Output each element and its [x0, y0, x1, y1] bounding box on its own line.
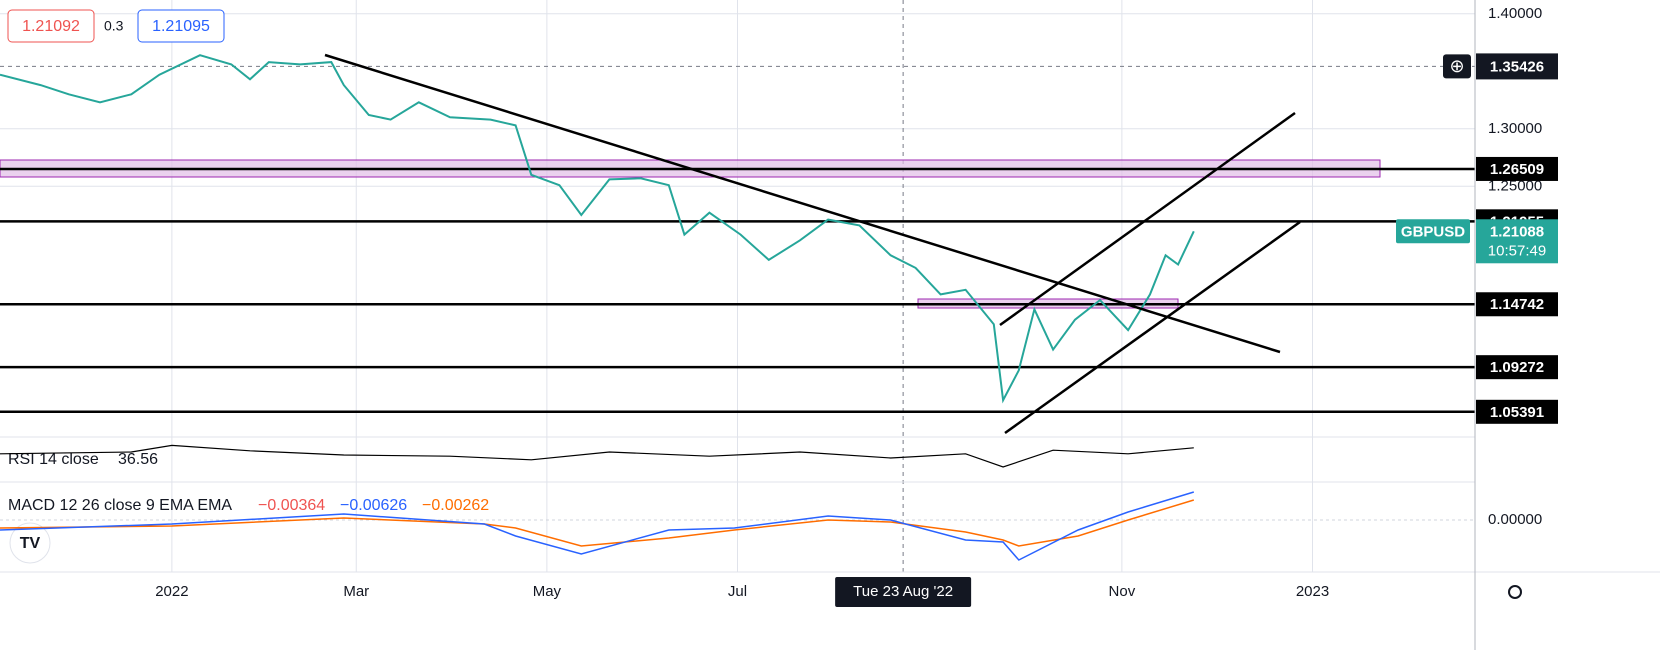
- level-box: [1476, 156, 1558, 181]
- crosshair-plus-button: [1443, 54, 1471, 79]
- level-label: 1.26509: [1490, 161, 1544, 178]
- level-label: 1.05391: [1490, 404, 1544, 421]
- y-tick-label: 1.40000: [1488, 5, 1542, 22]
- macd-label: MACD 12 26 close 9 EMA EMA: [8, 497, 232, 514]
- ask: 1.21095: [152, 18, 210, 35]
- x-tick-label: 2023: [1296, 583, 1329, 600]
- x-tick-label: May: [533, 583, 562, 600]
- signal-line: [0, 499, 1195, 547]
- logo-mark: TV: [20, 535, 41, 552]
- x-tick-label: 2022: [155, 583, 188, 600]
- last-price: 1.21088: [1490, 223, 1544, 240]
- tv-logo: TV: [9, 522, 51, 564]
- trend-line: [324, 53, 1281, 354]
- price-plot: [0, 54, 1475, 414]
- crosshair-date: Tue 23 Aug '22: [853, 583, 953, 600]
- macd-readout: −0.00364: [258, 497, 325, 514]
- bid-box: [7, 9, 95, 43]
- crosshair-date-box: [835, 577, 972, 607]
- price-line: [0, 54, 1195, 404]
- level-box: [1476, 292, 1558, 317]
- rsi-line: [0, 444, 1194, 468]
- countdown: 10:57:49: [1488, 242, 1546, 259]
- grid: [0, 0, 1475, 572]
- symbol-box: [1396, 219, 1470, 244]
- last-price-box: [1476, 219, 1558, 264]
- level-label: 1.09272: [1490, 359, 1544, 376]
- y-tick-label: 1.25000: [1488, 177, 1542, 194]
- header-readout: 1.21092 0.3 1.21095: [7, 9, 225, 43]
- macd-readout: −0.00626: [340, 497, 407, 514]
- rsi-label: RSI 14 close: [8, 451, 99, 468]
- level-box: [1476, 355, 1558, 380]
- bid: 1.21092: [22, 18, 80, 35]
- x-tick-label: Jul: [728, 583, 747, 600]
- spread: 0.3: [104, 18, 124, 34]
- crosshair-price: 1.35426: [1490, 58, 1544, 75]
- macd-line: [0, 491, 1195, 561]
- y-tick-label: 1.30000: [1488, 120, 1542, 137]
- x-tick-label: Mar: [343, 583, 369, 600]
- channel-lower: [1004, 220, 1301, 435]
- settings-icon[interactable]: [1508, 585, 1523, 599]
- macd-readout: −0.00262: [422, 497, 489, 514]
- macd-tick-label: 0.00000: [1488, 511, 1542, 528]
- x-tick-label: Nov: [1109, 583, 1136, 600]
- logo-circle: [9, 522, 51, 564]
- crosshair-plus: ⊕: [1449, 56, 1464, 76]
- macd-readouts: −0.00364 −0.00626 −0.00262: [258, 497, 489, 514]
- rsi-value: 36.56: [118, 451, 158, 468]
- channel-upper: [999, 111, 1296, 327]
- ask-box: [137, 9, 225, 43]
- crosshair-price-box: [1476, 53, 1558, 80]
- level-box: [1476, 399, 1558, 424]
- symbol-label: GBPUSD: [1401, 223, 1465, 240]
- level-label: 1.14742: [1490, 296, 1544, 313]
